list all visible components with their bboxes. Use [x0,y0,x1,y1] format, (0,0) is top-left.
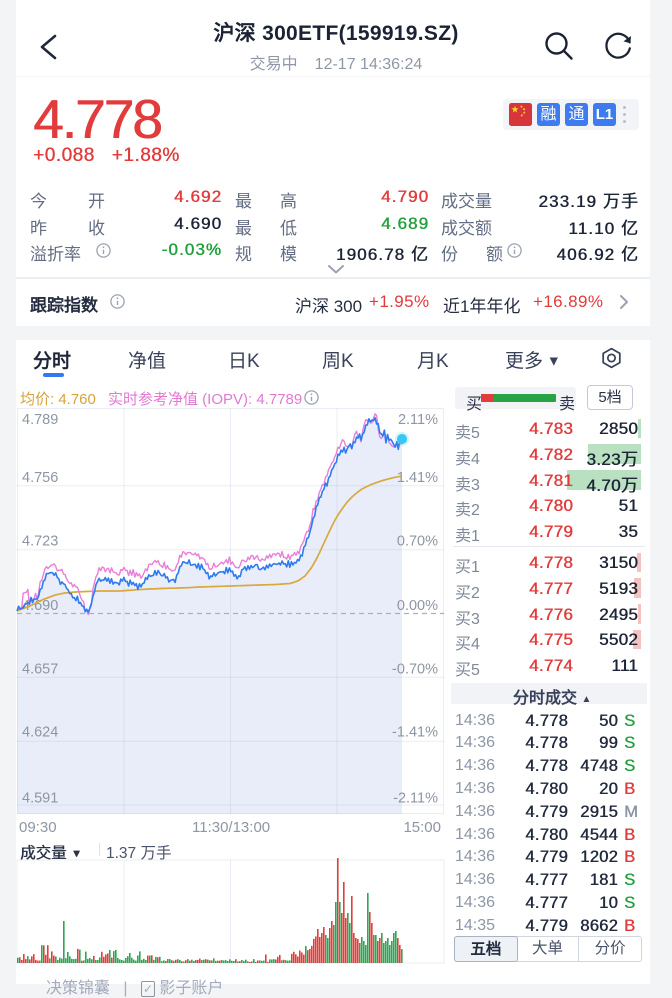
svg-text:2.11%: 2.11% [398,412,438,428]
svg-text:0.00%: 0.00% [397,598,438,614]
svg-text:4.624: 4.624 [22,725,58,741]
svg-text:4.591: 4.591 [22,791,58,807]
svg-text:4.789: 4.789 [22,412,58,428]
svg-text:0.70%: 0.70% [397,534,438,550]
svg-text:4.756: 4.756 [22,470,58,486]
svg-text:1.41%: 1.41% [397,470,438,486]
svg-text:-1.41%: -1.41% [392,725,438,741]
svg-text:-0.70%: -0.70% [392,662,438,678]
svg-text:-2.11%: -2.11% [393,791,438,807]
svg-text:4.723: 4.723 [22,534,58,550]
svg-text:4.657: 4.657 [22,662,58,678]
svg-text:4.690: 4.690 [22,598,58,614]
